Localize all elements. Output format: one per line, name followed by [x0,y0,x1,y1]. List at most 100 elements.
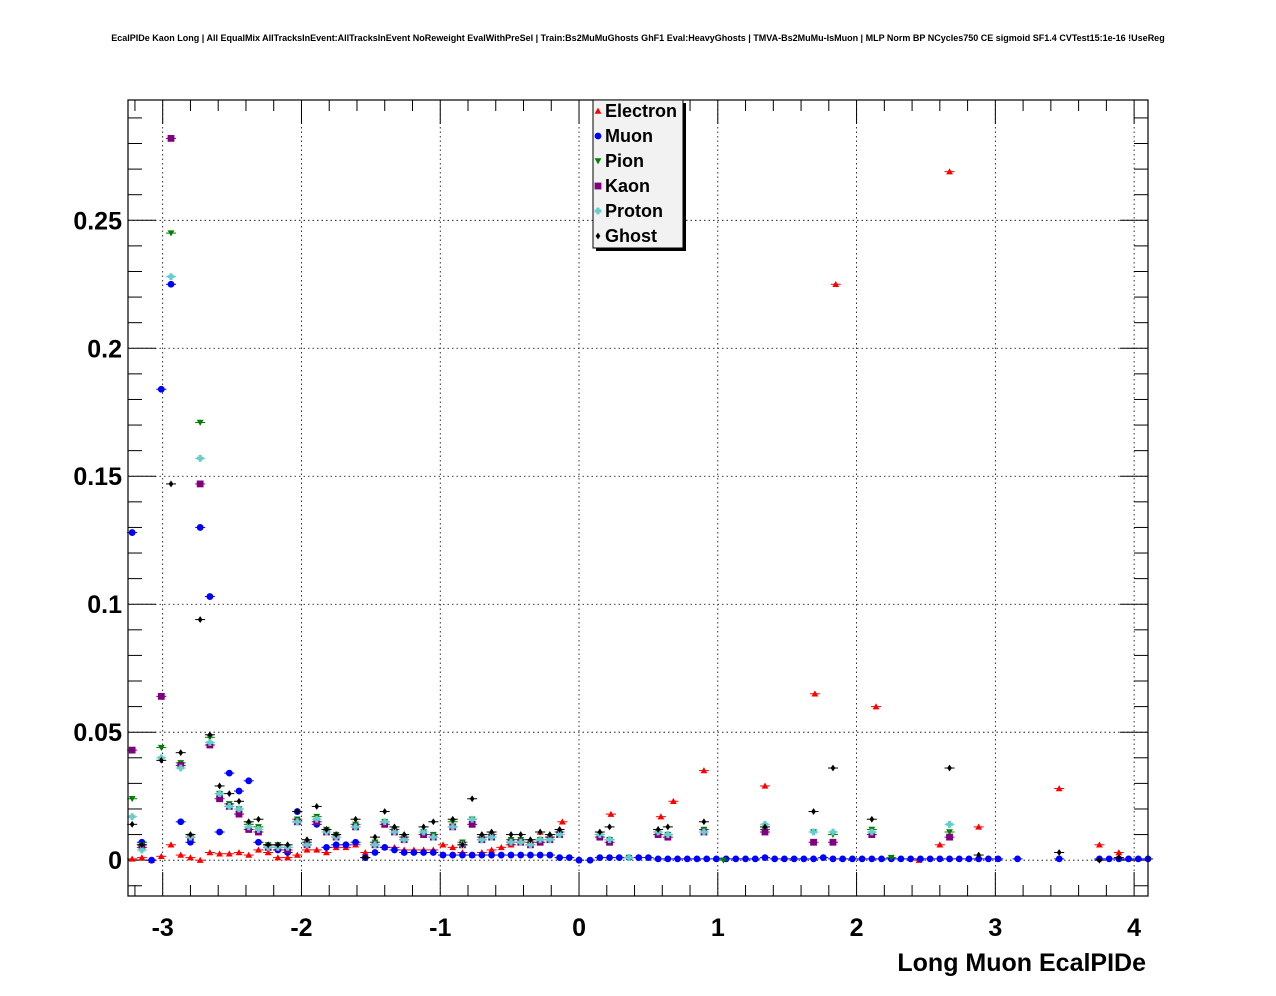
data-point [196,480,204,488]
data-point [381,843,389,851]
x-tick-label: -3 [152,914,174,942]
data-point [546,836,554,844]
data-point [829,828,837,836]
data-point [391,828,398,836]
data-point [469,795,475,803]
data-point [439,851,447,859]
data-point [236,797,242,805]
data-point [869,815,875,823]
data-point [187,838,194,846]
data-point [352,838,359,846]
data-point [264,849,272,856]
data-point [128,746,136,754]
legend-box [592,99,684,249]
data-point [518,831,524,838]
data-point [946,168,953,175]
data-point [167,280,175,288]
data-point [607,823,612,831]
x-tick-label: 3 [988,914,1002,942]
data-point [245,777,253,785]
data-point [148,856,155,864]
data-point [547,831,553,838]
data-point [703,855,711,863]
data-point [352,823,359,831]
data-point [293,818,301,826]
data-point [225,769,233,777]
data-point [907,855,915,863]
legend-marker-muon [594,132,602,140]
data-point [488,833,495,841]
data-point [701,818,707,826]
data-point [917,855,924,863]
data-point [207,731,213,739]
data-point [235,810,243,818]
data-point [460,841,465,849]
data-point [517,838,525,846]
data-point [1055,855,1063,863]
data-point [235,805,243,813]
data-point [742,855,749,863]
data-point [362,854,368,862]
data-point [479,831,485,838]
data-point [669,797,677,805]
data-point [849,855,856,863]
y-tick-label: 0 [108,847,122,875]
data-point [832,280,840,288]
data-point [167,273,175,281]
data-point [372,833,378,841]
data-point [976,851,982,859]
data-point [810,838,817,846]
y-tick-label: 0.2 [87,335,122,363]
data-point [392,823,397,831]
data-point [138,854,146,861]
series-ghost [127,480,1124,864]
data-point [975,823,983,830]
data-point [439,841,447,848]
data-point [665,823,671,831]
data-point [314,803,320,810]
data-point [167,230,175,237]
data-point [342,841,350,849]
data-point [216,828,223,836]
data-point [391,846,398,854]
x-tick-label: 2 [850,914,864,942]
legend-label-proton: Proton [605,201,663,221]
data-point [536,836,544,844]
data-point [858,855,866,863]
data-point [645,854,652,862]
data-point [497,851,505,859]
data-point [489,828,494,836]
data-point [810,828,817,836]
data-point [597,828,603,836]
data-point [693,855,701,863]
data-point [167,134,175,142]
y-tick-label: 0.1 [87,591,122,619]
data-point [187,854,194,861]
data-point [946,829,953,836]
data-point [527,851,534,859]
legend-label-pion: Pion [605,151,644,171]
data-point [177,818,185,826]
data-point [128,529,136,536]
data-point [596,854,604,862]
legend-label-electron: Electron [605,101,677,121]
data-point [303,846,311,853]
data-point [558,818,566,825]
data-point [246,818,252,826]
data-point [157,852,165,860]
data-point [868,828,876,836]
data-point [556,854,563,862]
data-point [226,790,232,798]
data-point [556,831,563,838]
data-point [468,851,476,859]
data-point [868,855,876,863]
legend: Electron Muon Pion Kaon Proton Ghost [592,99,686,251]
data-point [565,854,573,862]
data-point [606,854,613,862]
data-point [655,826,661,833]
legend-marker-ghost [595,232,601,240]
data-point [508,831,514,838]
data-point [138,846,146,854]
legend-label-ghost: Ghost [605,226,657,246]
data-point [575,856,583,864]
